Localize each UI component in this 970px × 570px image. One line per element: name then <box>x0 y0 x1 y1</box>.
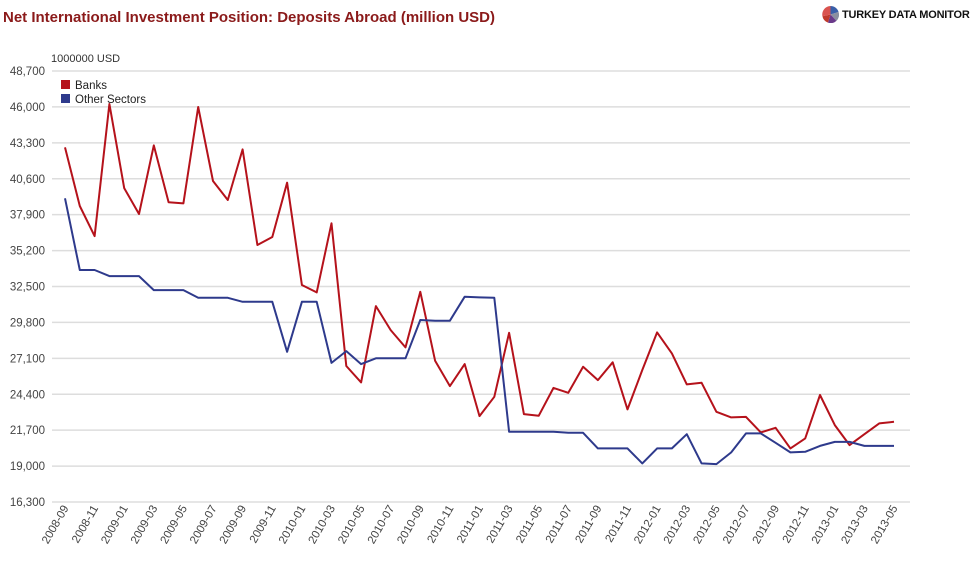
x-tick-label: 2009-03 <box>129 504 161 547</box>
y-tick-label: 27,100 <box>10 353 45 365</box>
x-tick-label: 2012-03 <box>662 504 694 547</box>
x-tick-label: 2009-05 <box>159 504 191 547</box>
x-tick-label: 2011-01 <box>455 504 486 546</box>
series-line-other-sectors <box>64 198 894 466</box>
chart-title: Net International Investment Position: D… <box>3 9 495 26</box>
y-tick-label: 24,400 <box>10 389 45 401</box>
y-tick-label: 16,300 <box>10 497 45 509</box>
x-tick-label: 2010-07 <box>366 504 398 547</box>
x-tick-label: 2011-03 <box>485 504 516 546</box>
grid-lines <box>52 70 910 503</box>
y-tick-label: 40,600 <box>10 174 45 186</box>
x-tick-label: 2012-11 <box>781 504 812 546</box>
legend-label-banks: Banks <box>75 80 107 92</box>
y-tick-label: 35,200 <box>10 246 45 258</box>
x-tick-label: 2010-09 <box>395 504 427 547</box>
legend: Banks Other Sectors <box>61 80 146 106</box>
x-tick-label: 2010-11 <box>425 504 456 546</box>
logo-text: TURKEY DATA MONITOR <box>842 8 970 21</box>
series-line-banks <box>64 103 895 450</box>
x-tick-label: 2013-05 <box>869 504 901 547</box>
logo: TURKEY DATA MONITOR <box>822 6 970 23</box>
x-axis-ticks: 2008-092008-112009-012009-032009-052009-… <box>40 504 901 547</box>
y-tick-label: 32,500 <box>10 282 45 294</box>
y-tick-label: 48,700 <box>10 66 45 78</box>
y-axis-unit-label: 1000000 USD <box>51 53 120 65</box>
x-tick-label: 2012-07 <box>721 504 753 547</box>
x-tick-label: 2009-11 <box>248 504 279 546</box>
x-tick-label: 2010-05 <box>336 504 368 547</box>
x-tick-label: 2011-09 <box>573 504 604 546</box>
y-tick-label: 46,000 <box>10 102 45 114</box>
x-tick-label: 2010-03 <box>307 504 339 547</box>
series-lines <box>64 103 895 466</box>
y-tick-label: 43,300 <box>10 138 45 150</box>
x-tick-label: 2011-07 <box>544 504 575 546</box>
legend-swatch-other-sectors <box>61 94 70 103</box>
x-tick-label: 2012-01 <box>632 504 664 547</box>
x-tick-label: 2009-07 <box>188 504 220 547</box>
x-tick-label: 2012-05 <box>691 504 723 547</box>
x-tick-label: 2009-01 <box>99 504 131 547</box>
y-axis-ticks: 48,700 46,000 43,300 40,600 37,900 35,200 32,5… <box>10 66 45 509</box>
x-tick-label: 2009-09 <box>218 504 250 547</box>
y-tick-label: 29,800 <box>10 317 45 329</box>
x-tick-label: 2008-09 <box>40 504 72 547</box>
legend-label-other-sectors: Other Sectors <box>75 94 146 106</box>
x-tick-label: 2008-11 <box>70 504 101 546</box>
x-tick-label: 2011-05 <box>514 504 545 546</box>
pie-logo-icon <box>822 6 839 23</box>
x-tick-label: 2013-03 <box>839 504 871 547</box>
legend-swatch-banks <box>61 80 70 89</box>
y-tick-label: 21,700 <box>10 425 45 437</box>
y-tick-label: 37,900 <box>10 210 45 222</box>
x-tick-label: 2011-11 <box>603 504 634 545</box>
x-tick-label: 2010-01 <box>277 504 309 547</box>
y-tick-label: 19,000 <box>10 461 45 473</box>
x-tick-label: 2012-09 <box>751 504 783 547</box>
x-tick-label: 2013-01 <box>810 504 842 547</box>
